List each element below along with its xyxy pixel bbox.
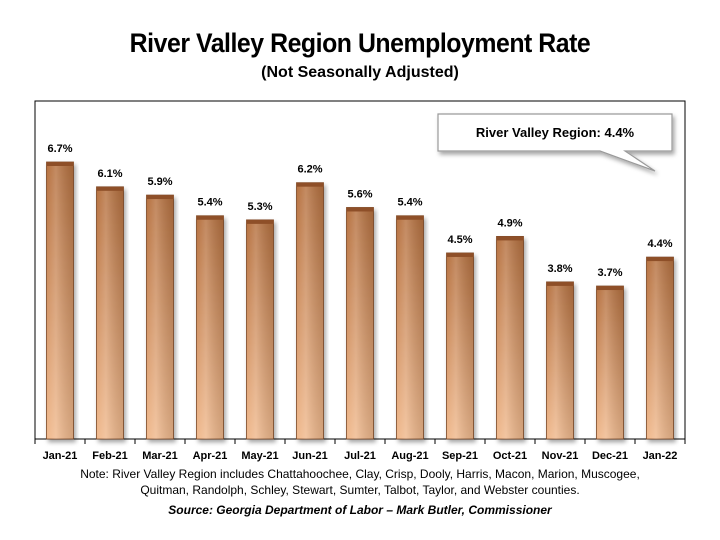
callout-shape bbox=[437, 113, 673, 172]
bar-feb-21 bbox=[96, 186, 124, 440]
data-label: 4.4% bbox=[647, 238, 672, 250]
bar-shine bbox=[446, 252, 474, 439]
bar-cap bbox=[646, 257, 674, 262]
bar-shine bbox=[546, 281, 574, 439]
bar-jan-22 bbox=[646, 256, 674, 440]
data-label: 3.8% bbox=[547, 263, 572, 275]
x-tick-label: Jul-21 bbox=[344, 450, 376, 462]
x-tick-label: Jan-22 bbox=[643, 450, 678, 462]
data-label: 5.9% bbox=[147, 176, 172, 188]
bar-shine bbox=[396, 215, 424, 439]
bar-mar-21 bbox=[146, 194, 174, 440]
chart-title: River Valley Region Unemployment Rate bbox=[129, 28, 591, 58]
bar-shine bbox=[346, 207, 374, 439]
bar-cap bbox=[246, 219, 274, 224]
bar-shine bbox=[246, 219, 274, 439]
x-tick-label: Oct-21 bbox=[493, 450, 527, 462]
bar-cap bbox=[96, 186, 124, 191]
bar-cap bbox=[446, 252, 474, 257]
x-tick-label: Nov-21 bbox=[542, 450, 579, 462]
x-tick-label: Apr-21 bbox=[193, 450, 228, 462]
x-tick-label: Sep-21 bbox=[442, 450, 478, 462]
bar-cap bbox=[596, 286, 624, 291]
bar-may-21 bbox=[246, 219, 274, 440]
data-label: 6.7% bbox=[47, 143, 72, 155]
data-label: 5.6% bbox=[347, 188, 372, 200]
footnote: Note: River Valley Region includes Chatt… bbox=[80, 467, 640, 497]
callout-text: River Valley Region: 4.4% bbox=[476, 125, 635, 140]
bar-shine bbox=[296, 182, 324, 440]
bar-jun-21 bbox=[296, 182, 324, 440]
data-label: 5.4% bbox=[197, 197, 222, 209]
bar-shine bbox=[146, 195, 174, 439]
bar-oct-21 bbox=[496, 236, 524, 440]
x-tick-label: Jun-21 bbox=[292, 450, 327, 462]
bar-cap bbox=[396, 215, 424, 220]
chart-subtitle: (Not Seasonally Adjusted) bbox=[261, 64, 459, 81]
bar-shine bbox=[496, 236, 524, 439]
source-line: Source: Georgia Department of Labor – Ma… bbox=[168, 503, 552, 517]
bar-shine bbox=[196, 215, 224, 439]
bar-jul-21 bbox=[346, 207, 374, 440]
data-label: 4.5% bbox=[447, 234, 472, 246]
bar-shine bbox=[596, 286, 624, 439]
x-tick-label: Mar-21 bbox=[142, 450, 177, 462]
bar-aug-21 bbox=[396, 215, 424, 440]
bar-cap bbox=[46, 162, 74, 166]
bar-dec-21 bbox=[596, 285, 624, 440]
bar-shine bbox=[646, 257, 674, 439]
bar-apr-21 bbox=[196, 215, 224, 440]
data-label: 5.3% bbox=[247, 201, 272, 213]
bar-cap bbox=[146, 195, 174, 200]
x-tick-label: Jan-21 bbox=[43, 450, 78, 462]
bar-cap bbox=[496, 236, 524, 241]
bar-sep-21 bbox=[446, 252, 474, 440]
x-tick-label: Feb-21 bbox=[92, 450, 127, 462]
x-tick-label: Aug-21 bbox=[391, 450, 428, 462]
bar-cap bbox=[196, 215, 224, 220]
bar-jan-21 bbox=[46, 161, 74, 440]
bar-shine bbox=[46, 162, 74, 439]
bar-cap bbox=[346, 207, 374, 212]
bar-cap bbox=[546, 281, 574, 286]
data-label: 5.4% bbox=[397, 197, 422, 209]
x-tick-label: Dec-21 bbox=[592, 450, 628, 462]
bar-shine bbox=[96, 186, 124, 439]
data-label: 6.1% bbox=[97, 168, 122, 180]
x-tick-label: May-21 bbox=[241, 450, 278, 462]
bar-cap bbox=[296, 182, 324, 187]
callout-box: River Valley Region: 4.4% bbox=[437, 113, 673, 172]
bar-nov-21 bbox=[546, 281, 574, 440]
data-label: 4.9% bbox=[497, 217, 522, 229]
data-label: 3.7% bbox=[597, 267, 622, 279]
data-label: 6.2% bbox=[297, 164, 322, 176]
